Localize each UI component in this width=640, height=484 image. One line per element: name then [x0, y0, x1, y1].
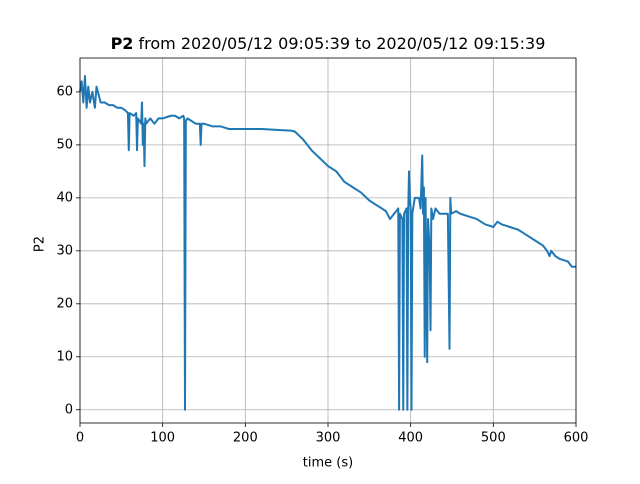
chart-title-group: P2 from 2020/05/12 09:05:39 to 2020/05/1… — [111, 34, 546, 53]
x-tick-label: 300 — [316, 431, 341, 446]
y-tick-label: 20 — [56, 296, 73, 311]
x-axis-label: time (s) — [303, 456, 353, 471]
y-tick-label: 50 — [56, 137, 73, 152]
y-axis-label: P2 — [33, 236, 48, 252]
y-tick-label: 40 — [56, 190, 73, 205]
x-tick-label: 500 — [481, 431, 506, 446]
y-tick-label: 10 — [56, 349, 73, 364]
chart-title-bold: P2 — [111, 34, 134, 53]
chart-title: from 2020/05/12 09:05:39 to 2020/05/12 0… — [139, 34, 546, 53]
x-tick-label: 0 — [76, 431, 84, 446]
plot-frame — [79, 57, 577, 424]
y-tick-label: 60 — [56, 84, 73, 99]
data-line — [79, 75, 576, 411]
x-tick-label: 200 — [233, 431, 258, 446]
y-tick-label: 0 — [65, 402, 73, 417]
x-tick-label: 600 — [564, 431, 589, 446]
x-tick-label: 100 — [150, 431, 175, 446]
y-tick-label: 30 — [56, 243, 73, 258]
x-tick-label: 400 — [398, 431, 423, 446]
